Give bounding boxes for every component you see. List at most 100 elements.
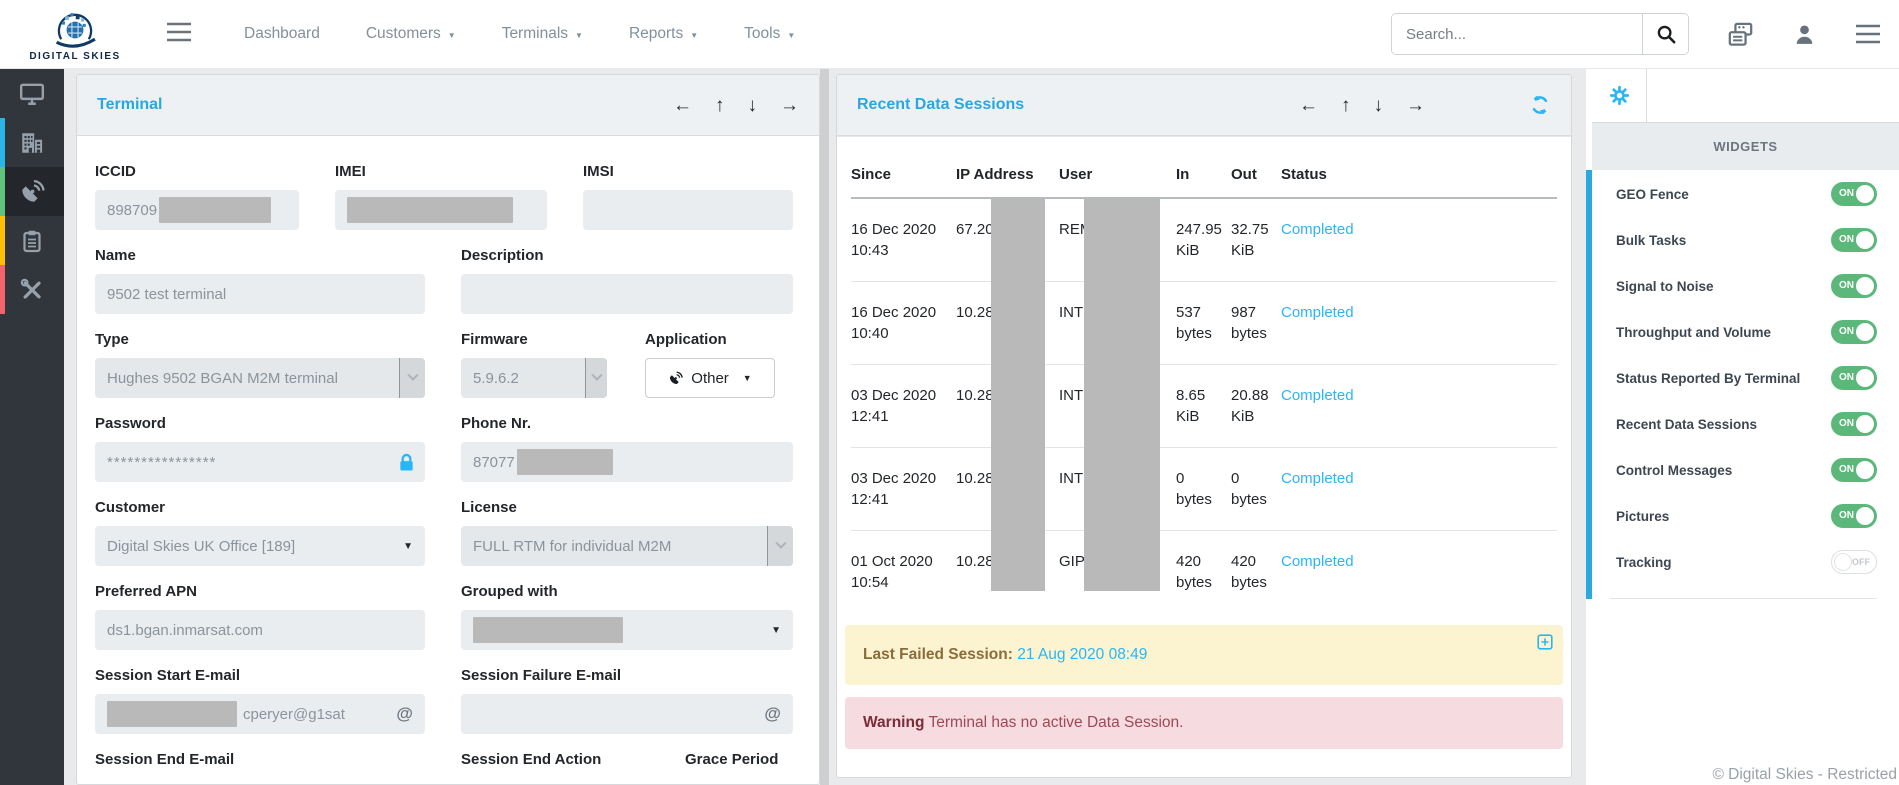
user-profile-icon[interactable] [1792, 22, 1817, 47]
session-row[interactable]: 16 Dec 2020 10:43 67.206 REM 247.95 KiB … [851, 199, 1557, 282]
customer-select[interactable]: Digital Skies UK Office [189] ▼ [95, 526, 425, 566]
chevron-down-icon: ▼ [403, 540, 413, 552]
navbar-right [1391, 13, 1899, 55]
move-left-arrow-icon[interactable]: ← [673, 94, 692, 116]
tabbar-spacer [1647, 69, 1899, 123]
accent-bar [0, 167, 5, 216]
move-left-arrow-icon[interactable]: ← [1299, 94, 1318, 116]
phone-input[interactable]: 87077 [461, 442, 793, 482]
nav-dashboard[interactable]: Dashboard [244, 25, 320, 42]
search-input[interactable] [1392, 14, 1642, 54]
signal-to-noise-toggle[interactable]: ON [1831, 274, 1877, 298]
tracking-toggle[interactable]: OFF [1831, 550, 1877, 574]
sidebar-item-dashboard[interactable] [0, 69, 64, 118]
menu-hamburger-icon[interactable] [1855, 24, 1881, 44]
session-status-link[interactable]: Completed [1281, 470, 1354, 487]
bulk-tasks-toggle[interactable]: ON [1831, 228, 1877, 252]
name-input[interactable]: 9502 test terminal [95, 274, 425, 314]
nav-customers[interactable]: Customers ▼ [365, 25, 456, 42]
move-up-arrow-icon[interactable]: ↑ [1341, 94, 1351, 116]
move-down-arrow-icon[interactable]: ↓ [1373, 94, 1384, 116]
firmware-label: Firmware [461, 331, 528, 348]
move-right-arrow-icon[interactable]: → [1406, 94, 1425, 116]
billing-cards-icon[interactable] [1727, 21, 1754, 48]
widget-item-signal-to-noise: Signal to Noise ON [1616, 274, 1877, 298]
at-sign-icon: @ [764, 704, 781, 723]
sidebar-item-terminals[interactable] [0, 167, 64, 216]
session-status-link[interactable]: Completed [1281, 387, 1354, 404]
recent-data-sessions-panel: Recent Data Sessions ← ↑ ↓ → Since IP Ad… [836, 74, 1572, 778]
globe-logo-icon [55, 12, 96, 48]
main-menu: Dashboard Customers ▼ Terminals ▼ Reports ▼… [244, 25, 795, 43]
expand-plus-icon[interactable] [1537, 634, 1553, 650]
type-select[interactable]: Hughes 9502 BGAN M2M terminal [95, 358, 425, 398]
terminal-form: ICCID 898709 IMEI IMSI [77, 136, 819, 784]
redacted-data [347, 197, 513, 223]
settings-tab[interactable] [1592, 69, 1647, 123]
sidebar-item-tools[interactable] [0, 265, 64, 314]
col-ip: IP Address [956, 166, 1034, 183]
session-row[interactable]: 03 Dec 2020 12:41 10.28. INTE 0 bytes 0 … [851, 448, 1557, 531]
widget-item-geo-fence: GEO Fence ON [1616, 182, 1877, 206]
move-down-arrow-icon[interactable]: ↓ [747, 94, 758, 116]
description-input[interactable] [461, 274, 793, 314]
preferred-apn-input[interactable]: ds1.bgan.inmarsat.com [95, 610, 425, 650]
grace-period-label: Grace Period [685, 751, 779, 768]
brand-logo[interactable]: DIGITAL SKIES [0, 7, 150, 62]
nav-tools[interactable]: Tools ▼ [744, 25, 796, 42]
session-status-link[interactable]: Completed [1281, 304, 1354, 321]
imei-input[interactable] [335, 190, 547, 230]
session-end-action-label: Session End Action [461, 751, 602, 768]
last-failed-date-link[interactable]: 21 Aug 2020 08:49 [1017, 646, 1148, 663]
firmware-select[interactable]: 5.9.6.2 [461, 358, 607, 398]
top-navbar: DIGITAL SKIES Dashboard Customers ▼ Termi… [0, 0, 1899, 69]
no-active-session-warning: Warning Terminal has no active Data Sess… [845, 697, 1563, 749]
status-reported-toggle[interactable]: ON [1831, 366, 1877, 390]
session-row[interactable]: 03 Dec 2020 12:41 10.28. INTE 8.65 KiB 2… [851, 365, 1557, 448]
application-dropdown-button[interactable]: Other ▼ [645, 358, 775, 398]
license-label: License [461, 499, 517, 516]
lock-icon[interactable] [398, 453, 415, 472]
clipboard-icon [23, 230, 41, 252]
throughput-volume-toggle[interactable]: ON [1831, 320, 1877, 344]
redacted-data [1084, 282, 1160, 365]
move-up-arrow-icon[interactable]: ↑ [715, 94, 725, 116]
col-user: User [1059, 166, 1093, 183]
session-status-link[interactable]: Completed [1281, 221, 1354, 238]
gear-icon [1609, 85, 1629, 106]
sidebar-item-tasks[interactable] [0, 216, 64, 265]
toggle-knob [1856, 415, 1874, 433]
pictures-toggle[interactable]: ON [1831, 504, 1877, 528]
control-messages-toggle[interactable]: ON [1831, 458, 1877, 482]
session-failure-email-label: Session Failure E-mail [461, 667, 622, 684]
password-input[interactable]: **************** [95, 442, 425, 482]
search-button[interactable] [1642, 14, 1688, 54]
sidebar-item-customers[interactable] [0, 118, 64, 167]
session-start-email-input[interactable]: cperyer@g1sat @ [95, 694, 425, 734]
sidebar-toggle-hamburger-icon[interactable] [166, 22, 192, 47]
session-row[interactable]: 01 Oct 2020 10:54 10.28. GIPU 420 bytes … [851, 531, 1557, 613]
iccid-input[interactable]: 898709 [95, 190, 299, 230]
move-right-arrow-icon[interactable]: → [780, 94, 799, 116]
geo-fence-toggle[interactable]: ON [1831, 182, 1877, 206]
session-failure-email-input[interactable]: @ [461, 694, 793, 734]
license-select[interactable]: FULL RTM for individual M2M [461, 526, 793, 566]
grouped-with-label: Grouped with [461, 583, 558, 600]
chevron-down-icon [406, 369, 419, 381]
imsi-input[interactable] [583, 190, 793, 230]
session-row[interactable]: 16 Dec 2020 10:40 10.28. INTE 537 bytes … [851, 282, 1557, 365]
panel-move-controls: ← ↑ ↓ → [1299, 96, 1425, 115]
redacted-data [991, 448, 1045, 531]
col-out: Out [1231, 166, 1257, 183]
brand-name: DIGITAL SKIES [29, 50, 121, 62]
monitor-icon [19, 83, 45, 105]
recent-data-sessions-toggle[interactable]: ON [1831, 412, 1877, 436]
panel-scrollbar-divider[interactable] [820, 69, 829, 785]
nav-terminals[interactable]: Terminals ▼ [501, 25, 583, 42]
nav-reports[interactable]: Reports ▼ [628, 25, 699, 42]
session-status-link[interactable]: Completed [1281, 553, 1354, 570]
col-in: In [1176, 166, 1190, 183]
grouped-with-select[interactable]: ▼ [461, 610, 793, 650]
refresh-icon[interactable] [1529, 94, 1551, 116]
panel-title: Recent Data Sessions [857, 96, 1025, 113]
